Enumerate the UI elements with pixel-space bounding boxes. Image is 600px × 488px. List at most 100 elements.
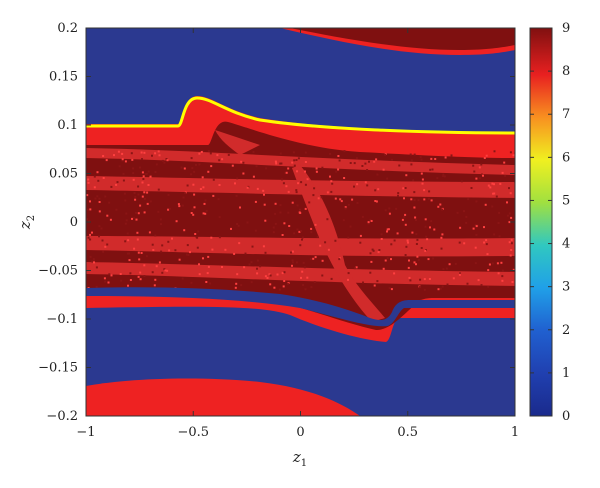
speckle-dot	[103, 277, 106, 280]
speckle-dot	[371, 248, 374, 251]
speckle-dot	[500, 261, 503, 264]
speckle-dot	[212, 194, 215, 197]
lower-gap	[86, 287, 515, 327]
speckle-dot	[135, 218, 138, 221]
speckle-dot	[349, 162, 352, 164]
speckle-dot	[356, 201, 359, 204]
speckle-dot	[344, 207, 347, 210]
speckle-dot	[244, 252, 247, 255]
speckle-dot	[508, 187, 510, 190]
top-region	[290, 28, 515, 50]
speckle-dot	[296, 204, 299, 207]
speckle-dot	[364, 181, 367, 184]
speckle-dot	[167, 193, 170, 196]
speckle-dot	[279, 152, 282, 155]
speckle-dot	[274, 222, 277, 225]
speckle-dot	[335, 170, 338, 173]
speckle-dot	[377, 188, 380, 191]
speckle-dot	[95, 285, 98, 288]
speckle-dot	[251, 245, 254, 248]
speckle-dot	[499, 182, 502, 185]
speckle-dot	[183, 229, 186, 232]
speckle-dot	[110, 185, 113, 188]
speckle-dot	[315, 167, 318, 170]
speckle-dot	[274, 202, 277, 205]
speckle-dot	[405, 245, 408, 248]
speckle-dot	[206, 272, 209, 275]
speckle-dot	[338, 159, 341, 162]
speckle-dot	[313, 281, 316, 283]
speckle-dot	[355, 157, 358, 160]
speckle-dot	[98, 225, 101, 228]
speckle-dot	[275, 162, 278, 165]
speckle-dot	[165, 158, 168, 160]
speckle-dot	[498, 211, 501, 214]
speckle-dot	[347, 278, 349, 281]
colorbar-axis: 0 1 2 3 4 5 6 7 8 9	[530, 21, 570, 424]
speckle-dot	[428, 190, 431, 193]
speckle-dot	[143, 151, 146, 154]
speckle-dot	[174, 249, 177, 252]
speckle-dot	[501, 269, 504, 272]
speckle-dot	[297, 157, 300, 160]
speckle-dot	[168, 249, 171, 252]
speckle-dot	[296, 170, 298, 173]
speckle-dot	[143, 197, 146, 200]
speckle-dot	[384, 259, 387, 262]
speckle-dot	[474, 262, 477, 265]
speckle-dot	[252, 175, 255, 178]
speckle-dot	[133, 192, 136, 194]
speckle-dot	[164, 269, 167, 272]
speckle-dot	[330, 180, 333, 183]
speckle-dot	[295, 189, 298, 192]
speckle-dot	[183, 167, 186, 170]
speckle-dot	[503, 161, 506, 164]
speckle-dot	[110, 274, 113, 277]
speckle-dot	[410, 159, 413, 162]
speckle-dot	[304, 207, 307, 210]
speckle-dot	[262, 245, 265, 248]
speckle-dot	[87, 181, 90, 184]
colorbar-tick-label: 6	[562, 150, 570, 165]
colorbar	[529, 27, 553, 417]
speckle-dot	[129, 279, 132, 281]
speckle-dot	[134, 198, 137, 201]
speckle-dot	[282, 285, 285, 288]
speckle-dot	[284, 171, 287, 174]
speckle-dot	[97, 179, 100, 182]
speckle-dot	[157, 210, 160, 213]
speckle-dot	[282, 182, 285, 185]
speckle-dot	[141, 171, 144, 174]
speckle-dot	[470, 187, 473, 189]
speckle-dot	[279, 204, 282, 207]
speckle-dot	[190, 173, 193, 176]
speckle-dot	[286, 282, 289, 285]
speckle-dot	[466, 282, 469, 285]
speckle-dot	[160, 223, 162, 226]
speckle-dot	[148, 231, 151, 234]
speckle-dot	[487, 184, 490, 187]
speckle-dot	[510, 238, 513, 241]
speckle-dot	[94, 197, 97, 200]
speckle-dot	[175, 220, 178, 223]
heatmap-plot-area	[86, 28, 515, 416]
speckle-dot	[483, 226, 485, 229]
speckle-dot	[125, 219, 128, 222]
speckle-dot	[473, 170, 476, 173]
speckle-dot	[122, 179, 125, 182]
speckle-dot	[512, 268, 515, 271]
speckle-dot	[95, 266, 98, 269]
speckle-dot	[291, 201, 294, 204]
speckle-dot	[119, 273, 122, 275]
speckle-dot	[339, 198, 342, 201]
speckle-dot	[351, 198, 354, 201]
speckle-dot	[510, 249, 513, 251]
speckle-dot	[167, 240, 170, 243]
speckle-dot	[359, 241, 362, 244]
speckle-dot	[117, 150, 120, 153]
speckle-dot	[128, 259, 131, 262]
speckle-dot	[326, 191, 329, 194]
speckle-dot	[436, 177, 439, 180]
speckle-dot	[143, 264, 146, 267]
speckle-dot	[459, 226, 462, 229]
